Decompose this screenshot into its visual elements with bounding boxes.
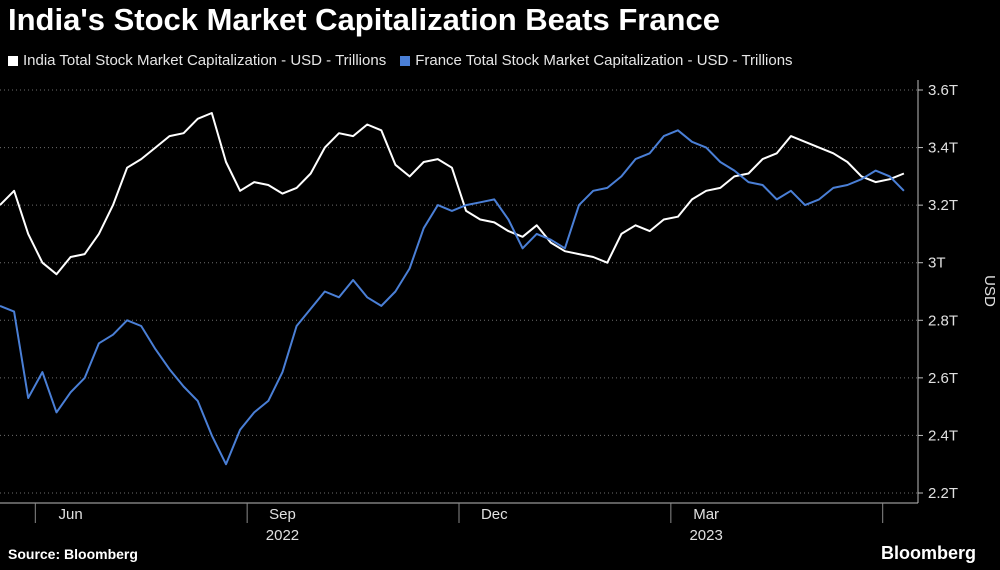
legend-label-france: France Total Stock Market Capitalization… <box>415 52 793 69</box>
brand-logo: Bloomberg <box>880 543 976 563</box>
y-tick-label: 3.4T <box>928 140 958 157</box>
legend: India Total Stock Market Capitalization … <box>8 52 793 69</box>
legend-label-india: India Total Stock Market Capitalization … <box>23 52 387 69</box>
series-line-india <box>0 112 905 276</box>
y-tick-label: 3T <box>928 255 946 272</box>
y-tick-label: 2.4T <box>928 427 958 444</box>
source-note: Source: Bloomberg <box>8 546 138 562</box>
legend-item-india: India Total Stock Market Capitalization … <box>8 52 386 69</box>
series-line-france <box>0 129 905 466</box>
y-tick-label: 2.8T <box>928 312 958 329</box>
x-tick-label: Dec <box>481 506 508 523</box>
y-axis-label: USD <box>981 275 998 307</box>
legend-swatch-france <box>400 55 411 66</box>
x-tick-label: Sep <box>269 506 296 523</box>
legend-swatch-india <box>8 55 18 66</box>
x-tick-label: Mar <box>693 506 719 523</box>
chart-title: India's Stock Market Capitalization Beat… <box>8 2 720 37</box>
y-tick-label: 2.6T <box>928 370 958 387</box>
x-year-label: 2022 <box>266 527 299 544</box>
legend-item-france: France Total Stock Market Capitalization… <box>400 52 793 69</box>
y-tick-label: 2.2T <box>928 485 958 502</box>
x-year-label: 2023 <box>689 527 722 544</box>
y-tick-label: 3.2T <box>928 197 958 214</box>
x-tick-label: Jun <box>59 506 83 523</box>
y-tick-label: 3.6T <box>928 82 958 99</box>
